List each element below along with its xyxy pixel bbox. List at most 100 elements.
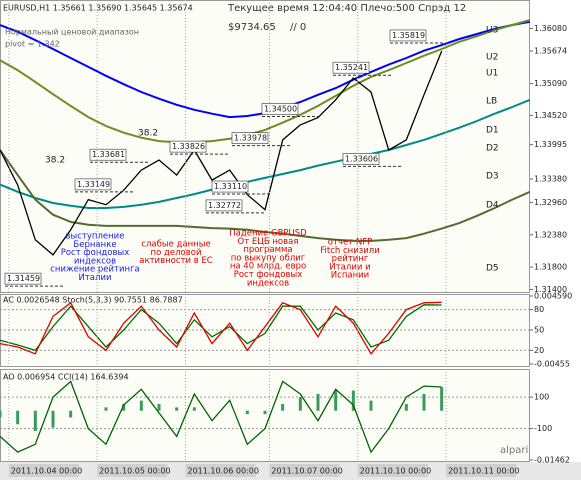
annotation: От ЕЦБ новая (238, 237, 299, 247)
annotation: индексов (247, 278, 289, 288)
level-box (169, 140, 207, 153)
y-tick-label: -0.00455 (534, 360, 570, 369)
oscillator-panel (0, 369, 530, 462)
panel-title: EURUSD,H1 1.35661 1.35690 1.35645 1.3567… (3, 4, 193, 13)
histogram-bar (440, 387, 444, 411)
annotation: слабые данные (141, 240, 210, 250)
x-tick-label: 2011.10.06 00:00 (188, 467, 259, 476)
info-text: pivot = 1.342 (5, 40, 60, 49)
histogram-bar (422, 393, 426, 411)
x-tick-label: 2011.10.05 00:00 (99, 467, 170, 476)
y-tick-label: 80 (534, 305, 544, 314)
annotation: Испании (331, 271, 369, 281)
histogram-bar (139, 400, 143, 411)
info-text: Нормальный ценовой диапазон (5, 28, 139, 37)
info-text: $9734.65 (228, 22, 276, 33)
level-label: 1.33606 (345, 154, 378, 163)
series-line (0, 301, 442, 355)
level-label: 1.35241 (335, 63, 368, 72)
histogram-bar (351, 390, 355, 411)
level-label: 1.33826 (172, 142, 205, 151)
histogram-bar (104, 407, 108, 411)
annotation: Fitch снизили (320, 246, 379, 256)
y-tick-label: 1.33380 (534, 174, 567, 183)
annotation: снижение рейтинга (50, 265, 140, 275)
histogram-bar (245, 410, 249, 415)
level-box (74, 178, 112, 191)
annotation: программа (243, 245, 292, 255)
y-tick-label: 1.33995 (534, 140, 567, 149)
x-tick-box (269, 464, 340, 477)
y-tick-label: 1.36080 (534, 24, 567, 33)
annotation: Рост фондовых (234, 270, 303, 280)
histogram-bar (157, 404, 161, 411)
annotation: активности в ЕС (139, 256, 213, 266)
series-line (0, 380, 442, 454)
x-tick-box (8, 464, 79, 477)
level-label: 1.33110 (214, 182, 247, 191)
fib-label: 38.2 (45, 156, 65, 166)
y-tick-label: 20 (534, 346, 544, 355)
x-tick-box (97, 464, 168, 477)
level-box (332, 61, 370, 74)
histogram-bar (298, 397, 302, 411)
info-text: Текущее время 12:04:40 Плечо:500 Спрэд 1… (227, 3, 466, 14)
series-line (0, 50, 443, 256)
x-tick-box (185, 464, 256, 477)
panel-title: AC 0.0026548 Stoch(5,3,3) 90.7551 86.788… (3, 296, 183, 305)
y-tick-label: 1.31800 (534, 263, 567, 272)
band-label: U2 (486, 53, 498, 63)
histogram-bar (175, 407, 179, 411)
histogram-bar (281, 404, 285, 411)
y-tick-label: 1.31400 (534, 285, 567, 294)
logo: alpari (500, 445, 528, 456)
fib-label: 38.2 (138, 129, 158, 139)
histogram-bar (316, 393, 320, 411)
y-tick-label: 0.004590 (534, 292, 572, 301)
annotation: Падение GBPUSD (229, 229, 307, 239)
histogram-bar (192, 407, 196, 411)
y-tick-label: -100 (534, 424, 552, 433)
x-tick-label: 2011.10.11 00:00 (448, 467, 519, 476)
annotation: по деловой (151, 248, 202, 258)
level-label: 1.32772 (208, 201, 241, 210)
annotation: Италии (79, 273, 112, 283)
band-label: D2 (486, 144, 499, 154)
y-tick-label: 1.34520 (534, 111, 567, 120)
band-label: D3 (486, 172, 499, 182)
level-box (4, 272, 42, 285)
y-tick-label: 1.35090 (534, 79, 567, 88)
y-tick-label: 100 (534, 393, 549, 402)
y-tick-label: 50 (534, 326, 544, 335)
level-label: 1.33978 (234, 134, 267, 143)
y-tick-label: 1.35674 (534, 47, 567, 56)
x-tick-label: 2011.10.07 00:00 (271, 467, 342, 476)
series-line (0, 149, 530, 242)
level-label: 1.33149 (77, 180, 110, 189)
y-tick-label: 1.32960 (534, 198, 567, 207)
band-label: LB (486, 97, 497, 107)
x-tick-label: 2011.10.04 00:00 (11, 467, 82, 476)
band-label: D1 (486, 126, 499, 136)
level-label: 1.31459 (7, 274, 40, 283)
level-box (261, 103, 299, 115)
series-line (0, 98, 530, 209)
band-label: U1 (486, 69, 498, 79)
annotation: Италии и (329, 262, 370, 272)
histogram-bar (404, 404, 408, 411)
histogram-bar (16, 410, 20, 425)
annotation: Рост фондовых (61, 248, 130, 258)
level-label: 1.33681 (92, 150, 125, 159)
annotation: выступление (66, 232, 125, 242)
panel-title: AO 0.006954 CCI(14) 164.6394 (3, 373, 129, 382)
band-label: U3 (486, 26, 498, 36)
x-tick-box (446, 464, 517, 477)
level-box (389, 29, 427, 42)
level-label: 1.35819 (392, 31, 425, 40)
annotation: индексов (74, 256, 116, 266)
annotation: рейтинг (332, 254, 369, 264)
annotation: на 40 млрд. евро (230, 262, 306, 272)
level-box (342, 153, 380, 165)
y-tick-label: -0.01462 (534, 456, 570, 465)
x-tick-box (357, 464, 428, 477)
